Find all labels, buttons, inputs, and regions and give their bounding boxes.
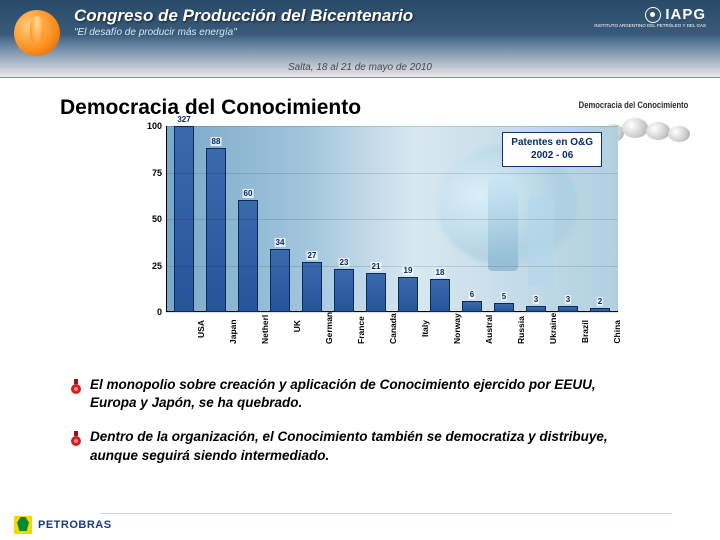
bullet-item: Dentro de la organización, el Conocimien… [68, 428, 670, 464]
bar-value-label: 2 [597, 297, 603, 306]
bar-column: 21 [364, 273, 388, 312]
bar-column: 34 [268, 249, 292, 312]
iapg-subtext: INSTITUTO ARGENTINO DEL PETRÓLEO Y DEL G… [594, 24, 706, 29]
bar-value-label: 19 [403, 266, 414, 275]
bullet-text: El monopolio sobre creación y aplicación… [90, 376, 670, 412]
legend-line2: 2002 - 06 [511, 150, 593, 163]
bar: 23 [334, 269, 354, 312]
grid-line [166, 219, 618, 220]
bar: 21 [366, 273, 386, 312]
bar-value-label: 60 [243, 189, 254, 198]
bar-column: 6 [460, 301, 484, 312]
bar-value-label: 34 [275, 238, 286, 247]
bar-value-label: 18 [435, 268, 446, 277]
bullet-item: El monopolio sobre creación y aplicación… [68, 376, 670, 412]
bar-value-label: 27 [307, 251, 318, 260]
petrobras-logo-icon [14, 516, 32, 534]
bar-value-label: 327 [176, 115, 191, 124]
iapg-logo: IAPG INSTITUTO ARGENTINO DEL PETRÓLEO Y … [594, 6, 706, 29]
bullet-icon [68, 430, 90, 446]
bar-value-label: 6 [469, 290, 475, 299]
header-date: Salta, 18 al 21 de mayo de 2010 [0, 62, 720, 73]
petrobras-text: PETROBRAS [38, 519, 112, 531]
grid-line [166, 266, 618, 267]
chart-legend-box: Patentes en O&G 2002 - 06 [502, 132, 602, 167]
y-tick: 25 [152, 261, 162, 271]
slide-content: Democracia del Conocimiento Democracia d… [0, 78, 720, 465]
grid-line [166, 126, 618, 127]
bar-column: 18 [428, 279, 452, 312]
bullet-icon [68, 378, 90, 394]
grid-line [166, 312, 618, 313]
side-repeat-label: Democracia del Conocimiento [579, 100, 689, 110]
bar-value-label: 3 [533, 295, 539, 304]
bar: 27 [302, 262, 322, 312]
bullet-list: El monopolio sobre creación y aplicación… [68, 376, 670, 465]
bar-value-label: 3 [565, 295, 571, 304]
y-tick: 50 [152, 214, 162, 224]
bar-value-label: 88 [211, 137, 222, 146]
footer: PETROBRAS [14, 516, 112, 534]
legend-line1: Patentes en O&G [511, 137, 593, 150]
patent-chart: 0255075100 327886034272321191865332 USAJ… [128, 126, 618, 354]
x-axis-labels: USAJapanNetherlUKGermanFranceCanadaItaly… [166, 312, 618, 354]
iapg-text: IAPG [665, 6, 706, 23]
bar-column: 60 [236, 200, 260, 312]
bar: 6 [462, 301, 482, 312]
y-axis: 0255075100 [128, 126, 166, 312]
grid-line [166, 173, 618, 174]
congress-logo-icon [14, 10, 60, 56]
bar-column: 27 [300, 262, 324, 312]
x-label: China [612, 320, 652, 344]
bar: 19 [398, 277, 418, 312]
y-tick: 0 [157, 307, 162, 317]
header-bar: Congreso de Producción del Bicentenario … [0, 0, 720, 78]
bar-value-label: 5 [501, 292, 507, 301]
bar: 5 [494, 303, 514, 312]
y-tick: 75 [152, 168, 162, 178]
bar-column: 5 [492, 303, 516, 312]
bar: 18 [430, 279, 450, 312]
footer-divider [100, 513, 672, 514]
bar: 60 [238, 200, 258, 312]
bar: 34 [270, 249, 290, 312]
y-tick: 100 [147, 121, 162, 131]
iapg-icon [645, 7, 661, 23]
bullet-text: Dentro de la organización, el Conocimien… [90, 428, 670, 464]
bar-column: 19 [396, 277, 420, 312]
bar-column: 23 [332, 269, 356, 312]
